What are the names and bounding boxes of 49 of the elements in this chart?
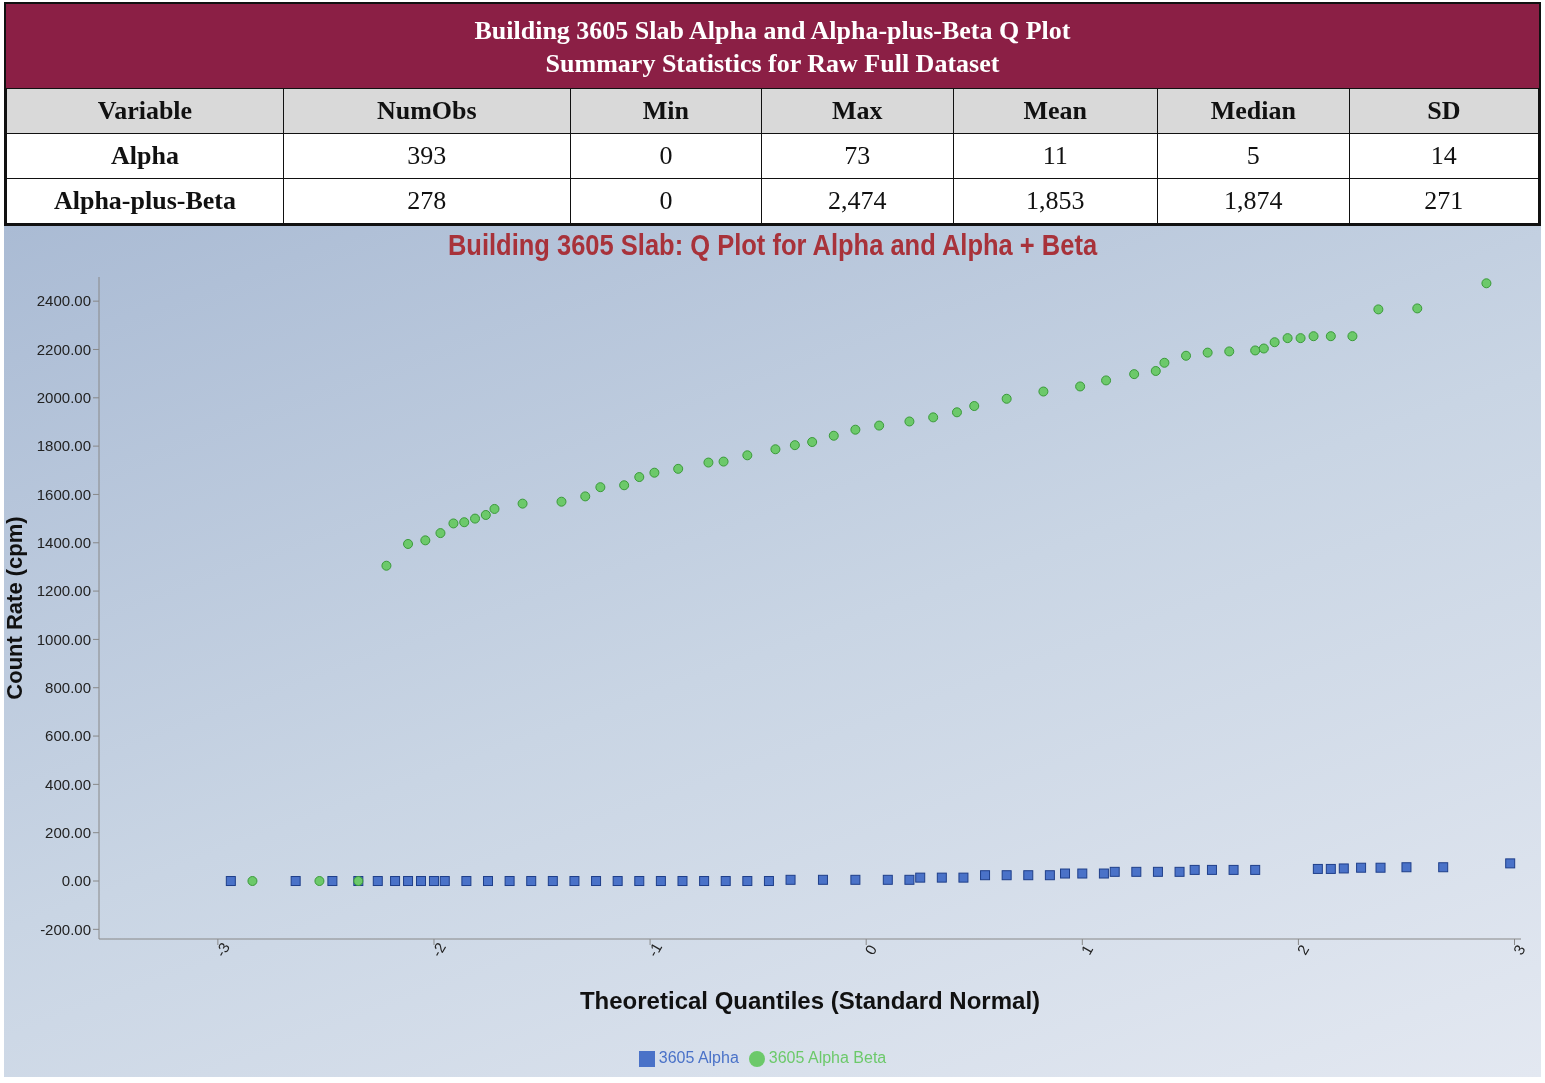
chart-title: Building 3605 Slab: Q Plot for Alpha and Alpha + Beta	[446, 227, 1099, 263]
text: 5	[1157, 133, 1350, 179]
y-tick-label: 1200.00	[36, 582, 91, 600]
y-tick-label: 0.00	[61, 872, 91, 890]
x-tick-label: -3	[211, 939, 234, 960]
x-tick-label: 0	[861, 941, 881, 958]
text: Median	[1157, 88, 1350, 134]
x-tick-label: 1	[1077, 941, 1097, 958]
legend-label: 3605 Alpha	[658, 1049, 739, 1066]
text: Summary Statistics for Raw Full Dataset	[544, 48, 1001, 80]
x-tick-label: -1	[643, 939, 666, 960]
text: 271	[1349, 178, 1539, 224]
y-tick-label: 2400.00	[36, 292, 91, 310]
text: Min	[570, 88, 762, 134]
text: 11	[953, 133, 1158, 179]
text: 73	[761, 133, 954, 179]
y-tick-label: -200.00	[40, 920, 91, 938]
text: 278	[283, 178, 571, 224]
text: 2,474	[761, 178, 954, 224]
y-tick-label: 800.00	[45, 679, 91, 697]
y-tick-label: 600.00	[45, 727, 91, 745]
text: Variable	[6, 88, 284, 134]
y-tick-label: 1800.00	[36, 437, 91, 455]
y-tick-label: 2200.00	[36, 340, 91, 358]
text: 0	[570, 133, 762, 179]
text: NumObs	[283, 88, 571, 134]
legend-label: 3605 Alpha Beta	[768, 1049, 887, 1066]
text: Alpha	[6, 133, 284, 179]
text: SD	[1349, 88, 1539, 134]
y-tick-label: 1600.00	[36, 485, 91, 503]
x-tick-label: -2	[427, 939, 450, 960]
y-tick-label: 1400.00	[36, 534, 91, 552]
x-tick-label: 3	[1509, 941, 1529, 958]
text: 393	[283, 133, 571, 179]
y-tick-label: 200.00	[45, 824, 91, 842]
y-axis-title: Count Rate (cpm)	[1, 516, 27, 700]
x-tick-label: 2	[1293, 941, 1313, 958]
text: Mean	[953, 88, 1158, 134]
x-axis-title: Theoretical Quantiles (Standard Normal)	[579, 987, 1041, 1014]
y-tick-label: 2000.00	[36, 389, 91, 407]
text: 1,853	[953, 178, 1158, 224]
y-tick-label: 400.00	[45, 775, 91, 793]
text: Alpha-plus-Beta	[6, 178, 284, 224]
text: 14	[1349, 133, 1539, 179]
text: Max	[761, 88, 954, 134]
y-tick-label: 1000.00	[36, 630, 91, 648]
text: 1,874	[1157, 178, 1350, 224]
text: 0	[570, 178, 762, 224]
text: Building 3605 Slab Alpha and Alpha-plus-Beta Q Plot	[473, 15, 1072, 47]
